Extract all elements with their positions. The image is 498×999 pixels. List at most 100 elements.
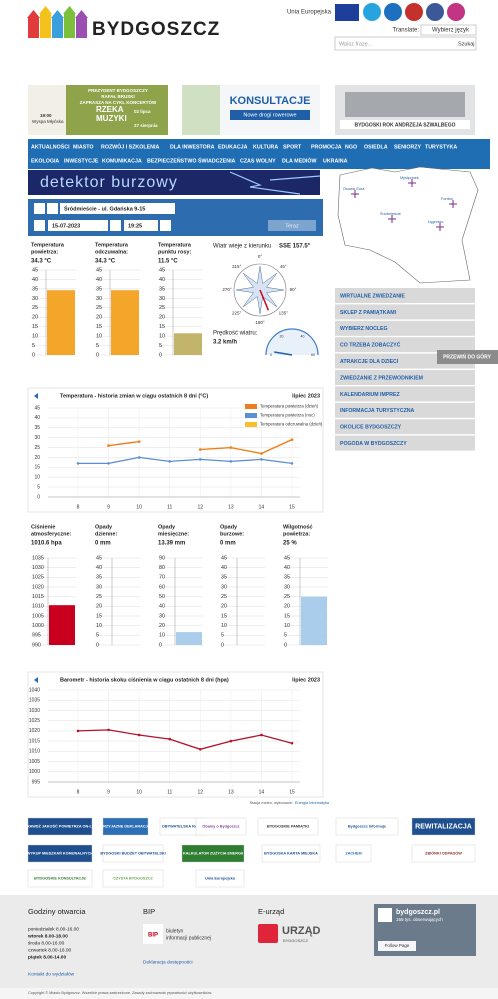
partner-logo-text[interactable]: REWITALIZACJA [415, 823, 472, 830]
scroll-top[interactable] [437, 350, 498, 364]
sidebar-item-text[interactable]: INFORMACJA TURYSTYCZNA [340, 408, 415, 414]
footer-link[interactable]: Deklaracja dostępności [143, 959, 193, 965]
partner-logo[interactable] [195, 869, 245, 888]
nav-item[interactable]: SENIORZY [394, 144, 422, 150]
partner-logo[interactable] [27, 817, 93, 836]
partner-logo[interactable] [261, 844, 321, 863]
nav-item[interactable]: MIASTO [73, 144, 94, 150]
sidebar-item[interactable] [335, 402, 475, 418]
nav-item[interactable]: DLA INWESTORA [170, 144, 215, 150]
sidebar-item[interactable] [335, 288, 475, 303]
partner-logo[interactable] [27, 844, 93, 863]
sidebar-item-text[interactable]: KALENDARIUM IMPREZ [340, 392, 400, 398]
social-icon[interactable] [426, 3, 444, 21]
language-select[interactable] [420, 24, 477, 36]
station-select[interactable] [60, 203, 175, 214]
nav-item[interactable]: BEZPIECZEŃSTWO [147, 156, 196, 164]
fb-button-text[interactable]: Follow Page [385, 943, 410, 948]
map-station[interactable] [388, 215, 396, 223]
arrow-button[interactable] [160, 220, 171, 231]
sidebar-item[interactable] [335, 386, 475, 402]
nav-item[interactable]: DLA MEDIÓW [282, 156, 317, 164]
date-field[interactable] [48, 220, 108, 231]
partner-logo-text[interactable]: Bydgoszcz Informuje [348, 825, 386, 829]
sidebar-item-text[interactable]: ZWIEDZANIE Z PRZEWODNIKIEM [340, 375, 423, 381]
partner-logo-text[interactable]: WYKUP MIESZKAŃ KOMUNALNYCH [27, 851, 93, 856]
nav-item[interactable]: TURYSTYKA [425, 144, 457, 150]
fb-button[interactable] [378, 941, 416, 951]
credit-link[interactable]: Energia Informatyka [295, 801, 330, 805]
partner-logo-text[interactable]: PRZYJAZNE DEKLARACJE [101, 825, 151, 829]
partner-logo[interactable] [102, 844, 164, 863]
nav-item[interactable]: OSIEDLA [364, 144, 388, 150]
partner-logo-text[interactable]: Unia Europejska [205, 877, 236, 881]
partner-logo[interactable] [181, 844, 245, 863]
partner-logo[interactable] [27, 869, 93, 888]
sidebar-item-text[interactable]: ATRAKCJE DLA DZIECI [340, 359, 399, 365]
partner-logo-text[interactable]: ZACHEM [345, 852, 361, 856]
sidebar-item[interactable] [335, 419, 475, 435]
sidebar-item-text[interactable]: POGODA W BYDGOSZCZY [340, 441, 407, 447]
partner-logo-text[interactable]: ZBIÓRKI ODPADÓW [425, 851, 462, 856]
sidebar-item[interactable] [335, 370, 475, 385]
partner-logo[interactable] [335, 817, 399, 836]
time-field[interactable] [124, 220, 158, 231]
partner-logo-text[interactable]: BYDGOSKIE PAMIĄTKI [267, 825, 309, 829]
arrow-button[interactable] [34, 220, 45, 231]
partner-logo-text[interactable]: KALKULATOR ZUŻYCIA ENERGII [183, 852, 243, 856]
nav-item[interactable]: NGO [345, 144, 357, 150]
arrow-button[interactable] [110, 220, 121, 231]
partner-logo-text[interactable]: SPRAWDŹ JAKOŚĆ POWIETRZA ON-LINE [22, 824, 99, 829]
sidebar-item-text[interactable]: WIRTUALNE ZWIEDZANIE [340, 293, 405, 299]
arrow-button[interactable] [34, 203, 45, 214]
sidebar-item-text[interactable]: WYBIERZ NOCLEG [340, 326, 388, 332]
partner-logo-text[interactable]: BYDGOSKA KARTA MIEJSKA [264, 852, 318, 856]
sidebar-item[interactable] [335, 320, 475, 336]
nav-item[interactable]: ROZWÓJ I SZKOLENIA [101, 142, 159, 150]
map-station[interactable] [436, 223, 444, 231]
sidebar-item-text[interactable]: CO TRZEBA ZOBACZYĆ [340, 341, 401, 349]
nav-item[interactable]: INWESTYCJE [64, 158, 99, 164]
partner-logo[interactable] [411, 844, 476, 863]
partner-logo-text[interactable]: BYDGOSKIE KONSULTACJE [34, 877, 86, 881]
nav-item[interactable]: KULTURA [253, 144, 278, 150]
sidebar-item-text[interactable]: OKOLICE BYDGOSZCZY [340, 425, 402, 431]
arrow[interactable] [34, 677, 38, 683]
scroll-top-text[interactable]: PRZEWIŃ DO GÓRY [443, 352, 492, 360]
footer-link[interactable]: Kontakt do wydziałów [28, 971, 75, 977]
partner-logo[interactable] [257, 817, 319, 836]
arrow[interactable] [34, 393, 38, 399]
eurzad-icon[interactable] [258, 924, 278, 943]
partner-logo-text[interactable]: Obamy o Bydgoszcz [202, 825, 239, 829]
social-icon[interactable] [447, 3, 465, 21]
sidebar-item[interactable] [335, 304, 475, 320]
nav-item[interactable]: ŚWIADCZENIA [198, 157, 236, 164]
partner-logo[interactable] [195, 817, 247, 836]
search-box[interactable] [334, 36, 477, 51]
social-icon[interactable] [384, 3, 402, 21]
partner-logo-text[interactable]: BYDGOSKI BUDŻET OBYWATELSKI [100, 852, 165, 856]
partner-logo[interactable] [411, 817, 476, 836]
partner-logo[interactable] [102, 817, 149, 836]
nav-item[interactable]: EKOLOGIA [31, 158, 59, 164]
partner-logo-text[interactable]: CZYSTA BYDGOSZCZ [113, 877, 153, 881]
now-button-text[interactable]: Teraz [285, 223, 299, 229]
nav-item[interactable]: KOMUNIKACJA [102, 158, 142, 164]
map-station[interactable] [408, 179, 416, 187]
sidebar-item-text[interactable]: SKLEP Z PAMIĄTKAMI [340, 310, 397, 316]
social-icon[interactable] [363, 3, 381, 21]
partner-logo[interactable] [335, 844, 372, 863]
map-station[interactable] [351, 190, 359, 198]
nav-item[interactable]: CZAS WOLNY [240, 158, 276, 164]
nav-item[interactable]: SPORT [283, 144, 302, 150]
partner-logo[interactable] [102, 869, 164, 888]
partner-logo-text[interactable]: OBYWATELSKA RADA [162, 825, 203, 829]
search-button[interactable]: Szukaj [458, 41, 475, 47]
nav-item[interactable]: AKTUALNOŚCI [31, 143, 70, 150]
sidebar-item[interactable] [335, 435, 475, 451]
map-station[interactable] [449, 200, 457, 208]
social-icon[interactable] [405, 3, 423, 21]
sidebar-item[interactable] [335, 337, 475, 353]
nav-item[interactable]: EDUKACJA [218, 144, 248, 150]
now-button[interactable] [268, 220, 316, 231]
